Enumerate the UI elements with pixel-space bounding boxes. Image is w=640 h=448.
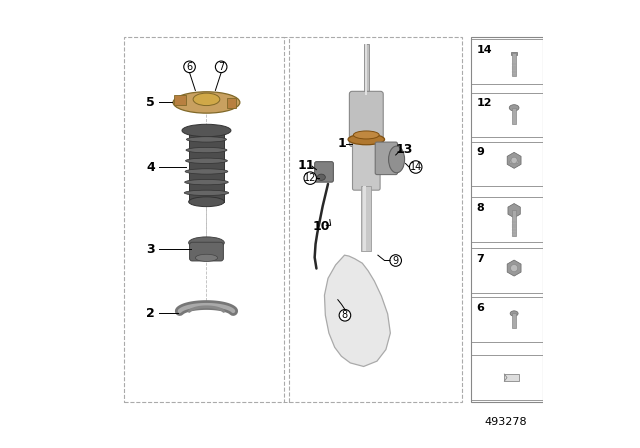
Ellipse shape [173,92,240,113]
Polygon shape [507,152,521,168]
Text: 14: 14 [477,45,492,55]
Bar [472,197,543,242]
Text: 2: 2 [147,306,155,319]
Text: 13: 13 [396,143,413,156]
Ellipse shape [186,137,227,142]
Ellipse shape [509,105,519,111]
Text: 3: 3 [147,243,155,256]
Ellipse shape [317,174,325,181]
Circle shape [410,161,422,173]
Bar [227,99,236,108]
Bar [472,93,543,137]
Text: 12: 12 [304,173,316,183]
Ellipse shape [184,190,228,195]
FancyBboxPatch shape [315,162,333,182]
Bar [511,52,517,55]
Ellipse shape [185,180,228,185]
Ellipse shape [388,146,404,173]
Ellipse shape [193,93,220,106]
Bar [513,53,516,76]
Text: 7: 7 [218,62,224,72]
Text: 493278: 493278 [484,417,527,427]
Bar [361,186,371,251]
Text: 14: 14 [410,162,422,172]
Text: 9: 9 [477,147,484,157]
Ellipse shape [348,134,385,145]
Circle shape [184,61,195,73]
Ellipse shape [186,158,227,164]
Bar [363,186,366,251]
Circle shape [511,264,518,271]
Ellipse shape [195,254,218,261]
Text: 5: 5 [147,96,155,109]
Text: 7: 7 [477,254,484,264]
Circle shape [216,61,227,73]
FancyBboxPatch shape [189,242,223,261]
Text: 1: 1 [338,138,347,151]
Polygon shape [507,260,521,276]
Text: 11: 11 [298,159,316,172]
Ellipse shape [510,311,518,316]
FancyBboxPatch shape [353,140,380,190]
Circle shape [304,172,316,185]
Ellipse shape [189,197,224,207]
Bar [364,44,369,95]
Bar [513,108,516,124]
Text: 8: 8 [342,310,348,320]
Ellipse shape [182,124,231,137]
Ellipse shape [509,160,519,164]
Bar [472,39,543,84]
Ellipse shape [186,147,227,153]
Circle shape [339,310,351,321]
Bar [472,355,543,400]
Bar [174,95,186,105]
FancyBboxPatch shape [349,91,383,146]
Bar [365,44,367,95]
Text: 6: 6 [186,62,193,72]
Polygon shape [504,374,518,381]
Circle shape [390,255,401,266]
Polygon shape [508,203,520,218]
Text: 9: 9 [392,255,399,266]
Text: 10: 10 [312,220,330,233]
FancyBboxPatch shape [375,142,397,175]
Text: 4: 4 [147,160,155,173]
Bar [189,130,224,202]
Text: 6: 6 [477,303,484,313]
Bar [472,142,543,186]
Bar [513,210,516,237]
Ellipse shape [185,169,228,174]
Circle shape [511,157,517,164]
Bar [472,249,543,293]
Text: 8: 8 [477,203,484,213]
Ellipse shape [353,131,380,139]
Polygon shape [324,255,390,366]
Bar [472,297,543,342]
Ellipse shape [189,237,224,249]
Text: 12: 12 [477,99,492,108]
Bar [513,313,516,328]
